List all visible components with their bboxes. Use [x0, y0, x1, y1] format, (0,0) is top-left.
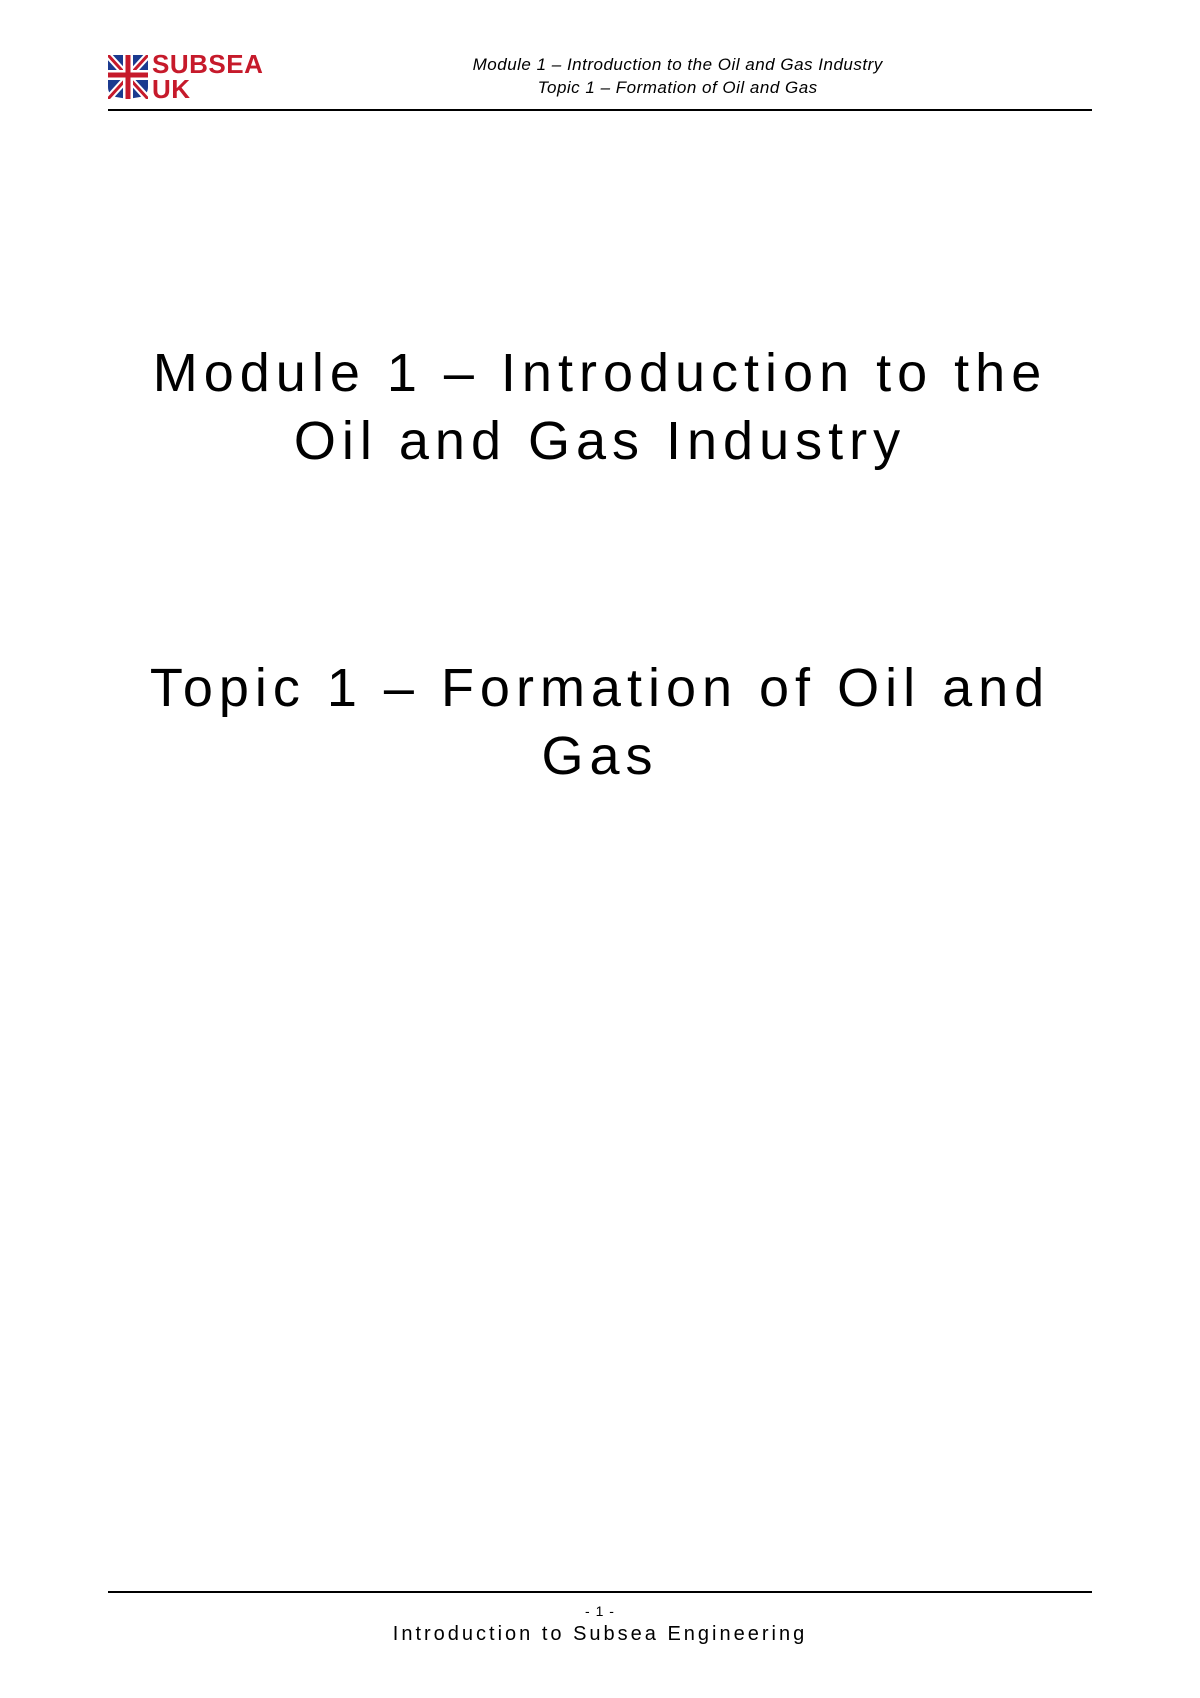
subsea-uk-logo: SUBSEA UK — [108, 52, 263, 101]
logo-line2: UK — [152, 77, 263, 102]
header-topic-line: Topic 1 – Formation of Oil and Gas — [263, 77, 1092, 100]
union-jack-icon — [108, 55, 148, 99]
header-running-titles: Module 1 – Introduction to the Oil and G… — [263, 54, 1092, 100]
title-page-content: Module 1 – Introduction to the Oil and G… — [108, 340, 1092, 790]
logo-text: SUBSEA UK — [152, 52, 263, 101]
logo-line1: SUBSEA — [152, 52, 263, 77]
page-number: - 1 - — [108, 1603, 1092, 1619]
module-title: Module 1 – Introduction to the Oil and G… — [108, 340, 1092, 475]
document-header: SUBSEA UK Module 1 – Introduction to the… — [108, 52, 1092, 111]
document-footer: - 1 - Introduction to Subsea Engineering — [108, 1591, 1092, 1646]
course-title: Introduction to Subsea Engineering — [108, 1623, 1092, 1646]
header-module-line: Module 1 – Introduction to the Oil and G… — [263, 54, 1092, 77]
topic-title: Topic 1 – Formation of Oil and Gas — [108, 655, 1092, 790]
